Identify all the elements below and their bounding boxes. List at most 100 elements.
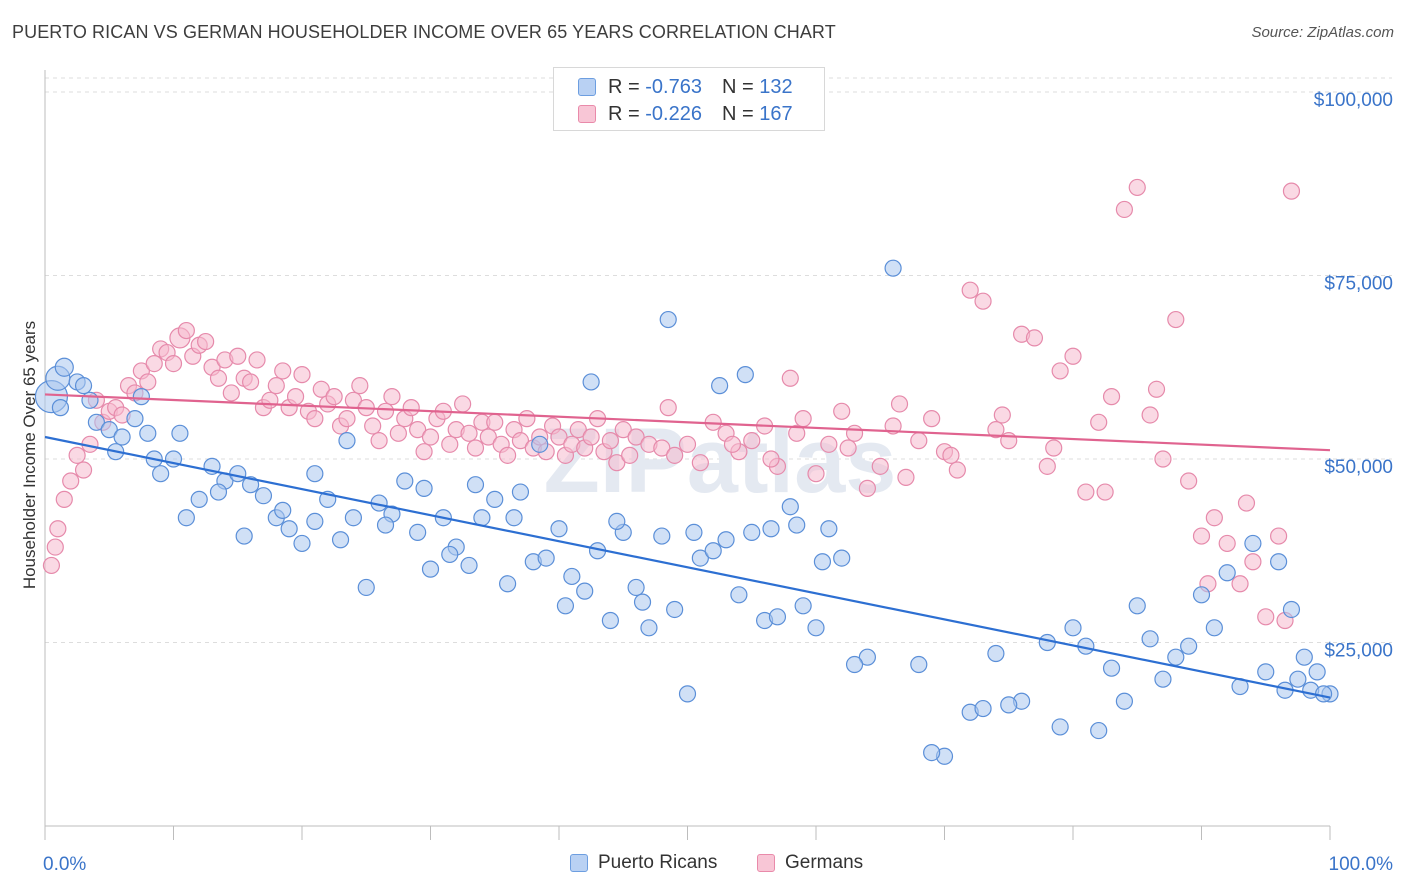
german-point: [1128, 178, 1146, 197]
german-point: [267, 377, 285, 395]
legend-item-puerto-ricans[interactable]: Puerto Ricans: [570, 852, 717, 874]
german-point: [293, 366, 311, 384]
german-point: [164, 354, 183, 373]
german-point: [1282, 182, 1301, 200]
german-point: [1096, 483, 1114, 501]
german-point: [1167, 310, 1185, 329]
german-point: [55, 490, 73, 508]
german-point: [209, 369, 228, 387]
german-point: [608, 454, 626, 472]
german-point: [820, 435, 838, 453]
german-point: [897, 468, 915, 486]
puerto-rican-point: [531, 435, 549, 453]
puerto-rican-point: [331, 531, 350, 549]
puerto-rican-point: [627, 578, 645, 597]
puerto-rican-point: [685, 523, 703, 542]
puerto-rican-point: [190, 490, 208, 508]
puerto-rican-point: [409, 523, 427, 542]
german-point: [248, 351, 266, 369]
chart-title: PUERTO RICAN VS GERMAN HOUSEHOLDER INCOM…: [12, 22, 836, 42]
german-trendline: [44, 393, 1331, 452]
puerto-rican-point: [1192, 586, 1211, 604]
puerto-rican-point: [460, 556, 478, 575]
puerto-rican-point: [833, 549, 851, 567]
german-point: [49, 520, 67, 538]
german-point: [678, 435, 697, 453]
puerto-rican-point: [171, 424, 189, 442]
puerto-rican-point: [1314, 685, 1333, 703]
legend-item-germans[interactable]: Germans: [757, 852, 863, 874]
german-point: [42, 556, 61, 575]
german-point: [691, 454, 709, 472]
puerto-rican-point: [1090, 721, 1108, 740]
german-point: [261, 391, 279, 409]
german-point: [499, 446, 517, 464]
puerto-rican-point: [344, 509, 362, 527]
german-point: [454, 395, 472, 413]
puerto-rican-point: [74, 377, 93, 395]
german-point: [46, 538, 64, 556]
puerto-rican-point: [711, 377, 729, 395]
blue-swatch: [578, 78, 596, 96]
puerto-rican-point: [1244, 534, 1262, 553]
german-point: [511, 432, 530, 450]
puerto-rican-point: [254, 487, 273, 505]
german-point: [466, 439, 485, 457]
puerto-rican-point: [499, 575, 517, 593]
puerto-rican-point: [293, 534, 311, 553]
german-point: [351, 377, 369, 395]
german-point: [402, 399, 420, 417]
german-point: [1218, 534, 1236, 553]
german-point: [845, 424, 864, 442]
x-tick-label: 100.0%: [1329, 854, 1394, 875]
german-point: [1192, 527, 1211, 545]
legend-row-germans: R = -0.226 N = 167: [554, 101, 793, 127]
r-value: -0.763: [645, 75, 702, 98]
german-point: [409, 421, 427, 439]
german-point: [1269, 527, 1288, 545]
puerto-rican-point: [576, 582, 594, 600]
german-point: [338, 410, 356, 428]
german-point: [723, 435, 742, 453]
german-point: [1051, 362, 1069, 380]
puerto-rican-point: [357, 578, 375, 597]
german-point: [364, 417, 382, 435]
german-point: [614, 421, 632, 439]
german-point: [569, 421, 587, 439]
puerto-rican-point: [820, 520, 838, 538]
puerto-rican-point: [781, 498, 799, 516]
german-point: [743, 432, 761, 450]
puerto-rican-point: [396, 472, 414, 490]
puerto-rican-point: [633, 593, 652, 611]
puerto-rican-point: [1038, 633, 1056, 652]
puerto-rican-point: [550, 520, 568, 538]
german-point: [1090, 413, 1108, 431]
german-point: [1025, 329, 1044, 347]
puerto-rican-point: [1282, 600, 1301, 619]
y-tick-label: $100,000: [1314, 90, 1393, 111]
german-point: [242, 373, 260, 391]
puerto-rican-point: [242, 476, 260, 494]
puerto-rican-point: [280, 520, 298, 538]
german-point: [659, 399, 677, 417]
puerto-rican-point: [794, 597, 812, 615]
puerto-rican-point: [556, 597, 575, 615]
puerto-rican-point: [177, 509, 195, 527]
german-point: [910, 432, 928, 450]
puerto-rican-point: [466, 476, 485, 494]
y-tick-label: $25,000: [1324, 641, 1393, 662]
puerto-rican-point: [113, 428, 131, 446]
puerto-rican-point: [768, 608, 787, 626]
german-point: [627, 428, 645, 446]
puerto-rican-point: [736, 366, 754, 384]
puerto-rican-point: [858, 648, 877, 666]
german-point: [762, 450, 780, 468]
german-point: [601, 432, 620, 450]
german-point: [306, 410, 324, 428]
german-point: [1077, 483, 1095, 501]
puerto-rican-point: [659, 310, 677, 329]
puerto-rican-point: [1141, 630, 1159, 648]
puerto-rican-point: [421, 560, 440, 578]
german-point: [518, 410, 536, 428]
german-point: [145, 354, 163, 373]
